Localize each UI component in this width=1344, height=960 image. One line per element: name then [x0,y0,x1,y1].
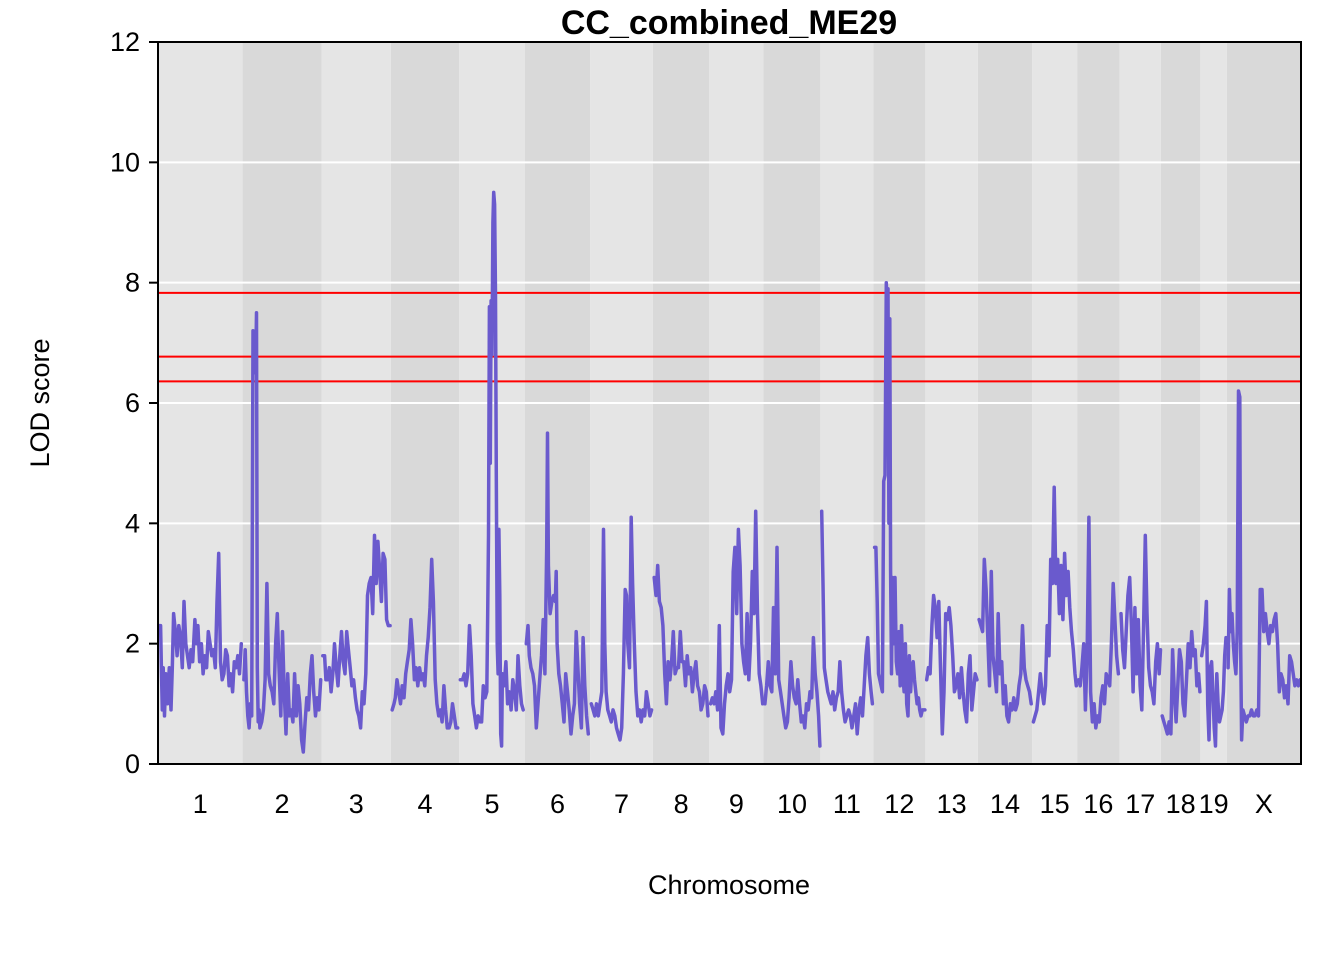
x-tick-label-14: 14 [990,789,1020,819]
lod-curve-chr-6 [524,431,591,736]
lod-curve-chr-8 [652,563,710,718]
lod-curve-chr-2 [242,311,323,754]
threshold-lines [158,291,1301,383]
lod-curve-chr-4 [390,557,460,730]
x-tick-label-9: 9 [729,789,744,819]
x-tick-label-11: 11 [833,789,861,819]
lod-curve-chr-18 [1160,629,1202,736]
lod-curve-chr-19 [1199,599,1229,748]
lod-curve-chr-11 [819,509,875,736]
y-tick-label-6: 6 [125,388,140,418]
x-tick-label-18: 18 [1166,789,1196,819]
y-tick-label-12: 12 [110,27,140,57]
y-axis: 0 2 4 6 8 10 12 [110,27,158,779]
chart-title: CC_combined_ME29 [561,4,897,42]
lod-curve-chr-7 [589,515,654,742]
x-tick-label-8: 8 [674,789,689,819]
lod-curve-chr-17 [1119,533,1163,712]
y-axis-label: LOD score [25,338,55,467]
y-tick-label-10: 10 [110,147,140,177]
lod-curve-chr-x [1226,389,1302,742]
y-tick-label-4: 4 [125,508,140,538]
y-tick-label-2: 2 [125,629,140,659]
x-tick-label-15: 15 [1040,789,1070,819]
lod-series [157,190,1302,754]
lod-curve-chr-14 [977,557,1033,724]
x-tick-label-7: 7 [614,789,629,819]
x-tick-label-5: 5 [484,789,499,819]
lod-curve-chr-9 [708,509,765,736]
x-tick-label-13: 13 [937,789,967,819]
x-axis: 1 2 3 4 5 6 7 8 9 10 11 12 13 14 15 16 17 18 19 X [193,789,1273,819]
lod-curve-chr-3 [321,533,392,730]
x-tick-label-19: 19 [1199,789,1229,819]
lod-curve-chr-13 [924,593,979,736]
x-axis-label: Chromosome [648,870,810,900]
lod-curve-chr-10 [763,545,822,748]
x-tick-label-17: 17 [1125,789,1155,819]
lod-curve-chr-5 [458,190,525,748]
x-tick-label-3: 3 [349,789,364,819]
x-tick-label-1: 1 [193,789,208,819]
x-tick-label-4: 4 [417,789,432,819]
lod-curve-chr-15 [1031,485,1079,724]
x-tick-label-6: 6 [550,789,565,819]
x-tick-label-10: 10 [777,789,807,819]
x-tick-label-x: X [1255,789,1273,819]
lod-curve-chr-12 [872,280,927,718]
y-tick-label-0: 0 [125,749,140,779]
y-tick-label-8: 8 [125,268,140,298]
lod-curve-chr-1 [157,551,244,718]
x-tick-label-2: 2 [275,789,290,819]
x-tick-label-16: 16 [1083,789,1113,819]
lod-curve-chr-16 [1076,515,1121,730]
x-tick-label-12: 12 [884,789,914,819]
